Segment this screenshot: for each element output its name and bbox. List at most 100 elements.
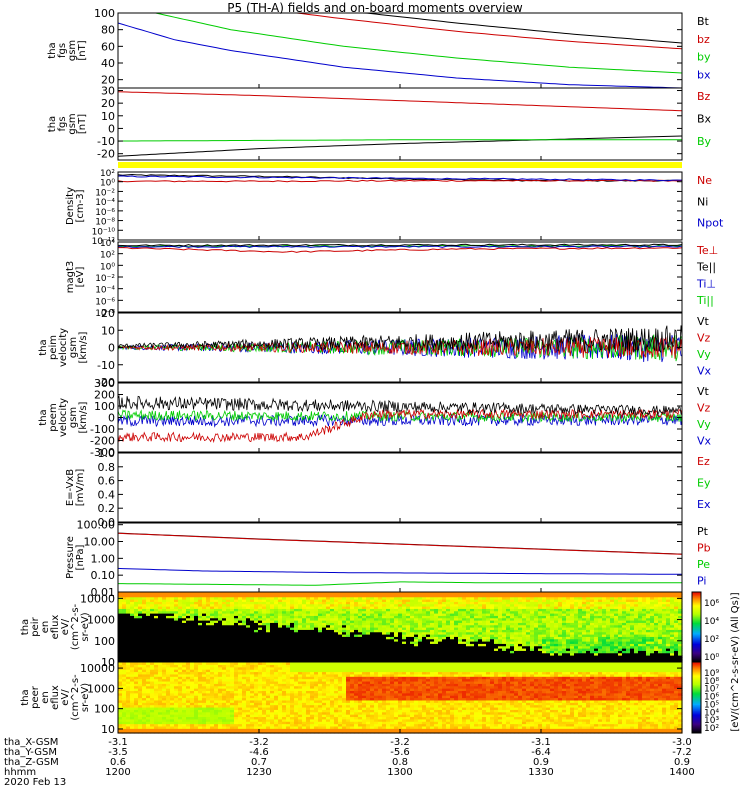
spectrogram-cell [666, 610, 671, 614]
spectrogram-cell [402, 606, 407, 609]
spectrogram-cell [438, 617, 443, 621]
spectrogram-cell [362, 627, 367, 630]
spectrogram-cell [382, 620, 387, 623]
spectrogram-cell [374, 645, 379, 649]
spectrogram-cell [678, 592, 683, 595]
spectrogram-cell [206, 631, 211, 635]
spectrogram-cell [306, 594, 311, 598]
spectrogram-cell [606, 648, 611, 651]
spectrogram-cell [466, 631, 471, 635]
spectrogram-cell [122, 699, 127, 703]
spectrogram-cell [326, 643, 331, 647]
spectrogram-cell [550, 613, 555, 616]
spectrogram-cell [126, 688, 131, 691]
spectrogram-cell [250, 652, 255, 656]
spectrogram-cell [270, 659, 275, 663]
spectrogram-cell [566, 601, 571, 605]
spectrogram-cell [618, 634, 623, 637]
spectrogram-cell [490, 624, 495, 628]
spectrogram-cell [158, 730, 163, 734]
spectrogram-cell [598, 657, 603, 661]
spectrogram-cell [658, 620, 663, 623]
spectrogram-cell [294, 631, 299, 635]
spectrogram-cell [138, 695, 143, 699]
spectrogram-cell [578, 596, 583, 600]
spectrogram-cell [586, 608, 591, 612]
spectrogram-cell [162, 671, 167, 675]
spectrogram-cell [434, 610, 439, 614]
spectrogram-cell [462, 659, 467, 663]
spectrogram-cell [294, 655, 299, 658]
spectrogram-cell [478, 629, 483, 633]
spectrogram-cell [482, 638, 487, 642]
spectrogram-cell [590, 659, 595, 663]
spectrogram-cell [218, 657, 223, 661]
spectrogram-cell [254, 655, 259, 658]
spectrogram-cell [290, 615, 295, 619]
spectrogram-cell [378, 613, 383, 616]
spectrogram-cell [214, 652, 219, 656]
spectrogram-cell [238, 613, 243, 616]
series-Te|| [117, 243, 683, 247]
spectrogram-cell [134, 666, 139, 670]
spectrogram-cell [482, 603, 487, 607]
spectrogram-cell [506, 620, 511, 623]
spectrogram-cell [322, 620, 327, 623]
spectrogram-cell [342, 615, 347, 619]
spectrogram-cell [438, 638, 443, 642]
spectrogram-cell [458, 608, 463, 612]
spectrogram-cell [458, 638, 463, 642]
spectrogram-cell [246, 603, 251, 607]
spectrogram-cell [206, 613, 211, 616]
spectrogram-cell [506, 638, 511, 642]
spectrogram-cell [498, 606, 503, 609]
spectrogram-cell [474, 648, 479, 651]
spectrogram-cell [178, 610, 183, 614]
spectrogram-cell [518, 634, 523, 637]
spectrogram-cell [386, 603, 391, 607]
spectrogram-cell [346, 641, 351, 644]
spectrogram-cell [570, 596, 575, 600]
spectrogram-cell [610, 659, 615, 663]
spectrogram-cell [526, 645, 531, 649]
spectrogram-cell [258, 636, 263, 640]
y-tick-label: 10 [101, 110, 115, 123]
spectrogram-cell [614, 599, 619, 602]
spectrogram-cell [518, 636, 523, 640]
spectrogram-cell [494, 638, 499, 642]
spectrogram-cell [270, 603, 275, 607]
spectrogram-cell [138, 666, 143, 670]
spectrogram-cell [162, 599, 167, 602]
spectrogram-cell [386, 624, 391, 628]
spectrogram-cell [250, 596, 255, 600]
spectrogram-cell [434, 643, 439, 647]
spectrogram-cell [154, 662, 159, 665]
spectrogram-cell [622, 620, 627, 623]
spectrogram-cell [446, 596, 451, 600]
spectrogram-cell [150, 601, 155, 605]
spectrogram-cell [566, 643, 571, 647]
spectrogram-cell [506, 659, 511, 663]
spectrogram-cell [298, 634, 303, 637]
spectrogram-cell [538, 636, 543, 640]
spectrogram-cell [622, 636, 627, 640]
spectrogram-cell [142, 721, 147, 725]
spectrogram-cell [130, 680, 135, 684]
spectrogram-cell [194, 657, 199, 661]
spectrogram-cell [562, 652, 567, 656]
spectrogram-cell [182, 608, 187, 612]
spectrogram-cell [154, 594, 159, 598]
spectrogram-cell [678, 613, 683, 616]
spectrogram-cell [674, 624, 679, 628]
spectrogram-cell [626, 622, 631, 626]
spectrogram-cell [210, 657, 215, 661]
spectrogram-cell [338, 645, 343, 649]
spectrogram-cell [566, 629, 571, 633]
spectrogram-cell [134, 652, 139, 656]
spectrogram-cell [450, 641, 455, 644]
spectrogram-cell [346, 613, 351, 616]
spectrogram-cell [150, 592, 155, 595]
spectrogram-cell [210, 624, 215, 628]
spectrogram-cell [166, 638, 171, 642]
spectrogram-cell [474, 617, 479, 621]
